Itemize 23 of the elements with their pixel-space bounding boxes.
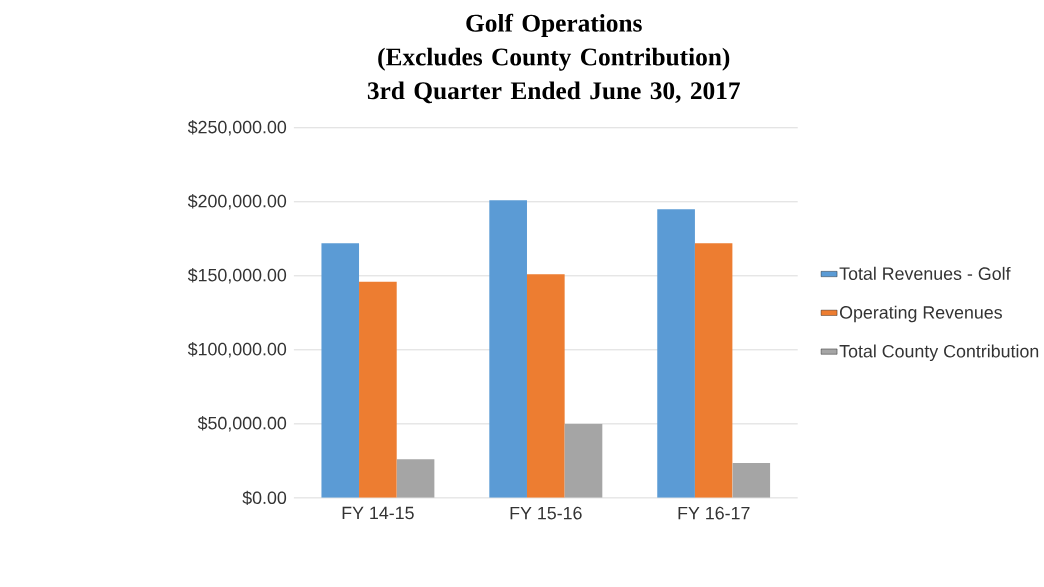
x-tick-label: FY 16-17 (678, 506, 750, 520)
y-tick-label: $250,000.00 (187, 120, 287, 136)
bar (489, 200, 527, 499)
x-tick-label: FY 14-15 (342, 506, 414, 520)
y-tick-label: $50,000.00 (197, 416, 287, 432)
bar (694, 243, 733, 499)
legend-label: Operating Revenues (839, 305, 1002, 323)
y-tick-label: $150,000.00 (187, 268, 287, 284)
y-tick-label: $100,000.00 (187, 342, 287, 358)
bar (564, 424, 603, 499)
x-tick-label: FY 15-16 (510, 506, 582, 520)
legend-label: Total County Contribution (839, 344, 1039, 362)
chart-title: Golf Operations (466, 13, 642, 38)
bar (526, 274, 565, 499)
bar (359, 281, 397, 499)
legend-label: Total Revenues - Golf (839, 267, 1011, 281)
bar (396, 459, 435, 499)
bar (657, 209, 695, 499)
bar (321, 243, 360, 499)
bar (732, 463, 771, 499)
y-tick-label: $200,000.00 (187, 194, 287, 210)
chart-subtitle: (Excludes County Contribution) 3rd Quarter Ended June 30, 2017 (367, 47, 740, 104)
y-tick-label: $0.00 (242, 490, 287, 506)
